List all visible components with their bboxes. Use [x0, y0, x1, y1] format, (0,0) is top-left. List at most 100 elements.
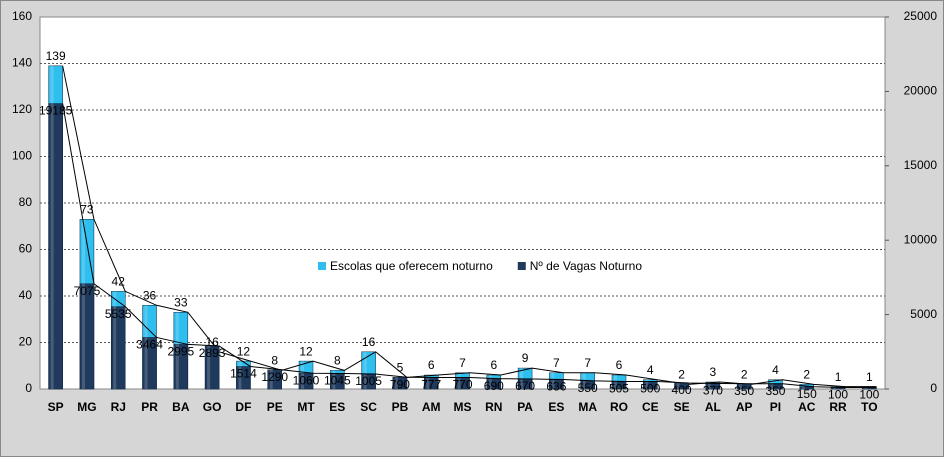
value-label: 1: [866, 370, 873, 384]
value-label: 1514: [230, 367, 257, 381]
value-label: 16: [362, 335, 376, 349]
plot-area: [39, 16, 886, 390]
value-label: 42: [112, 275, 126, 289]
bar-highlight: [363, 351, 367, 389]
bar: [173, 344, 189, 390]
x-tick-label: ES: [548, 400, 564, 414]
x-tick-label: PE: [267, 400, 283, 414]
x-tick-label: SC: [360, 400, 377, 414]
x-tick-label: PI: [770, 400, 781, 414]
x-tick-label: MG: [77, 400, 96, 414]
value-label: 7: [584, 356, 591, 370]
x-tick-label: PA: [517, 400, 533, 414]
value-label: 1290: [261, 370, 288, 384]
bar-highlight: [301, 373, 305, 389]
value-label: 100: [828, 388, 848, 402]
value-label: 5535: [105, 307, 132, 321]
value-label: 2: [803, 368, 810, 382]
y-tick-label: 40: [19, 288, 33, 302]
x-tick-label: AP: [736, 400, 753, 414]
series-line: [62, 103, 877, 389]
value-label: 73: [80, 202, 94, 216]
y2-tick-label: 20000: [904, 84, 938, 98]
y2-tick-label: 0: [930, 381, 937, 395]
y-tick-label: 20: [19, 335, 33, 349]
value-label: 16: [205, 335, 219, 349]
value-label: 2: [741, 368, 748, 382]
y-tick-label: 0: [25, 381, 32, 395]
value-label: 6: [490, 358, 497, 372]
value-label: 1045: [324, 374, 351, 388]
x-tick-label: BA: [172, 400, 190, 414]
bar-highlight: [707, 383, 711, 389]
bar-highlight: [488, 378, 492, 389]
x-tick-label: MA: [578, 400, 597, 414]
value-label: 1060: [293, 373, 320, 387]
value-label: 770: [452, 378, 472, 392]
value-label: 7075: [74, 284, 101, 298]
value-label: 1: [835, 370, 842, 384]
value-label: 7: [553, 356, 560, 370]
value-label: 12: [299, 344, 313, 358]
bar: [392, 376, 408, 390]
value-label: 33: [174, 295, 188, 309]
bar-highlight: [269, 369, 273, 389]
value-label: 8: [334, 354, 341, 368]
x-tick-label: DF: [235, 400, 251, 414]
bar-highlight: [363, 374, 367, 389]
x-tick-label: AC: [798, 400, 816, 414]
x-tick-label: RR: [829, 400, 847, 414]
x-tick-label: RJ: [111, 400, 126, 414]
value-label: 1005: [355, 374, 382, 388]
value-label: 370: [703, 384, 723, 398]
bar-highlight: [175, 344, 179, 389]
bar: [236, 366, 251, 390]
bar-highlight: [394, 377, 398, 389]
x-tick-label: SE: [674, 400, 690, 414]
bar-highlight: [801, 386, 805, 389]
y2-tick-label: 25000: [904, 9, 938, 23]
y-tick-label: 100: [12, 149, 32, 163]
y-tick-label: 160: [12, 9, 32, 23]
value-label: 2995: [167, 345, 194, 359]
value-label: 790: [390, 377, 410, 391]
x-tick-label: TO: [861, 400, 877, 414]
bar: [799, 386, 815, 390]
bar-highlight: [144, 337, 148, 389]
value-label: 5: [397, 361, 404, 375]
bar: [142, 337, 157, 390]
value-label: 6: [616, 358, 623, 372]
value-label: 636: [546, 380, 566, 394]
value-label: 4: [647, 363, 654, 377]
value-label: 2: [678, 368, 685, 382]
bar: [110, 306, 126, 390]
value-label: 350: [734, 384, 754, 398]
bar-highlight: [238, 366, 242, 389]
bar-highlight: [582, 380, 586, 389]
bar-highlight: [770, 383, 774, 389]
value-label: 400: [672, 383, 692, 397]
x-tick-label: GO: [203, 400, 222, 414]
value-label: 4: [772, 363, 779, 377]
bar-highlight: [332, 373, 336, 389]
value-label: 2893: [199, 346, 226, 360]
x-tick-label: CE: [642, 400, 659, 414]
legend-swatch: [517, 262, 526, 270]
y-tick-label: 140: [12, 56, 32, 70]
bar-highlight: [551, 379, 555, 389]
y-tick-label: 80: [19, 195, 33, 209]
legend-swatch: [318, 262, 326, 270]
y-tick-label: 60: [19, 242, 33, 256]
value-label: 670: [515, 379, 535, 393]
bar-highlight: [113, 306, 117, 389]
bar-highlight: [207, 345, 211, 389]
x-tick-label: MS: [454, 400, 472, 414]
value-label: 9: [522, 351, 529, 365]
y2-tick-label: 10000: [904, 232, 938, 246]
x-tick-label: MT: [297, 400, 315, 414]
value-label: 36: [143, 288, 157, 302]
x-tick-label: RO: [610, 400, 628, 414]
x-tick-label: AM: [422, 400, 441, 414]
bar-highlight: [457, 377, 461, 389]
bar: [298, 372, 314, 390]
